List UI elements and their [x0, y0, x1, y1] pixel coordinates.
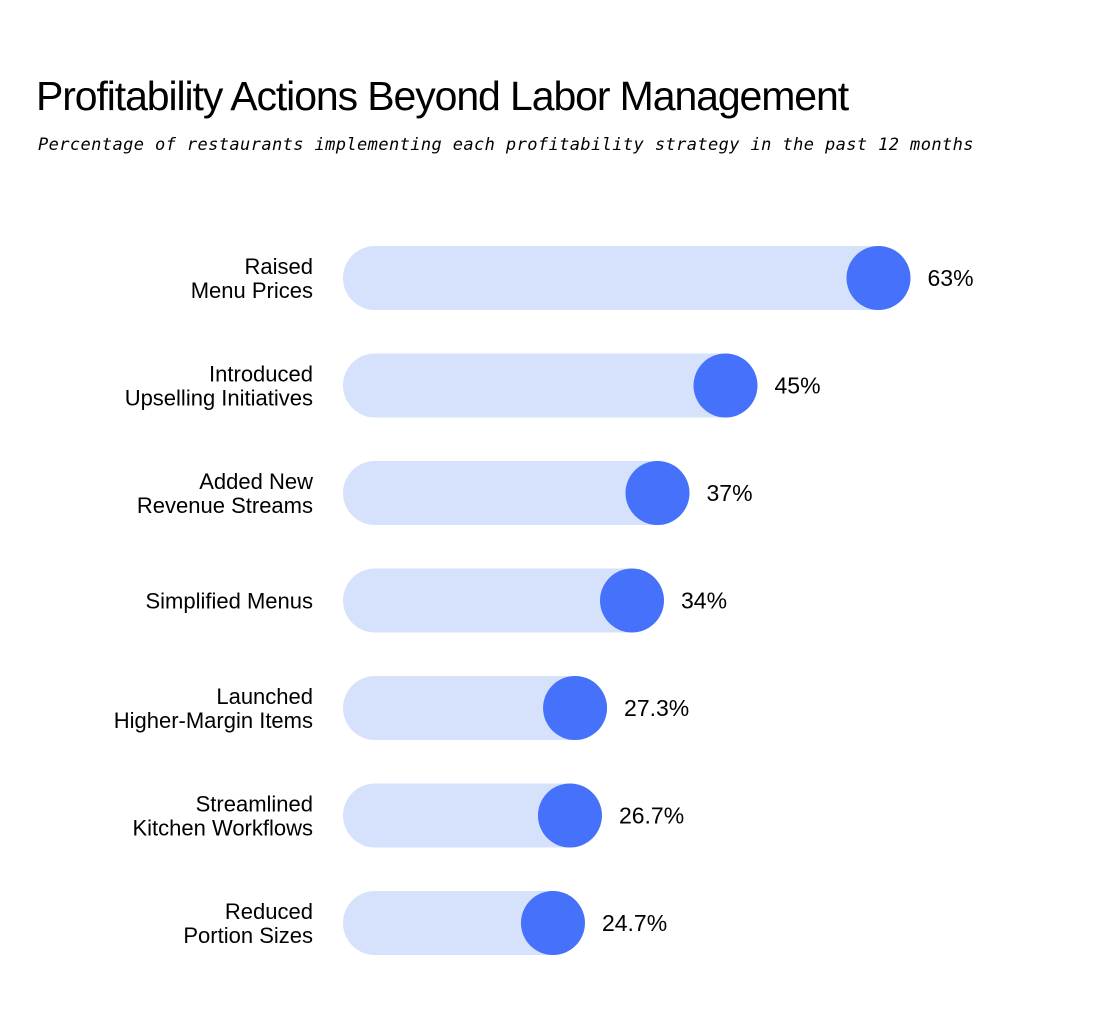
value-label: 27.3% — [624, 695, 689, 721]
category-label-line: Revenue Streams — [137, 493, 313, 518]
bar-marker — [543, 676, 608, 740]
category-label: Simplified Menus — [145, 588, 313, 613]
bar-marker — [625, 461, 690, 525]
category-label-line: Raised — [245, 254, 313, 279]
category-label: Raised Menu Prices — [191, 254, 313, 303]
bar-marker — [693, 353, 758, 418]
bar-track — [343, 676, 608, 740]
bar-row: 26.7% Streamlined Kitchen Workflows — [132, 783, 684, 848]
bar-track — [343, 246, 911, 310]
category-label: Reduced Portion Sizes — [183, 899, 313, 948]
value-label: 34% — [681, 588, 727, 614]
category-label-line: Portion Sizes — [183, 923, 313, 948]
value-label: 26.7% — [619, 803, 684, 829]
bar-marker — [520, 891, 585, 955]
category-label-line: Kitchen Workflows — [132, 815, 313, 840]
bar-row: 24.7% Reduced Portion Sizes — [183, 891, 667, 955]
category-label-line: Launched — [216, 684, 313, 709]
category-label-line: Menu Prices — [191, 278, 313, 303]
value-label: 37% — [707, 480, 753, 506]
category-label: Introduced Upselling Initiatives — [125, 361, 313, 410]
category-label-line: Streamlined — [196, 791, 313, 816]
category-label: Launched Higher-Margin Items — [114, 684, 313, 733]
bar-track — [343, 568, 664, 633]
chart-title: Profitability Actions Beyond Labor Manag… — [36, 73, 849, 119]
chart-subtitle: Percentage of restaurants implementing e… — [38, 135, 974, 155]
bar-track — [343, 461, 690, 525]
bar-marker — [846, 246, 911, 310]
bar-row: 34% Simplified Menus — [145, 568, 727, 633]
category-label-line: Simplified Menus — [145, 588, 313, 613]
category-label-line: Reduced — [225, 899, 313, 924]
bar-row: 27.3% Launched Higher-Margin Items — [114, 676, 689, 740]
value-label: 45% — [775, 373, 821, 399]
bar-track — [343, 783, 602, 848]
bar-row: 45% Introduced Upselling Initiatives — [125, 353, 821, 418]
category-label-line: Higher-Margin Items — [114, 708, 313, 733]
bar-marker — [537, 783, 602, 848]
bar-row: 63% Raised Menu Prices — [191, 246, 974, 310]
bar-track — [343, 891, 585, 955]
category-label-line: Added New — [199, 469, 313, 494]
bar-track — [343, 353, 758, 418]
bar-marker — [600, 568, 664, 633]
category-label: Added New Revenue Streams — [137, 469, 313, 518]
bar-row: 37% Added New Revenue Streams — [137, 461, 753, 525]
value-label: 24.7% — [602, 910, 667, 936]
category-label-line: Introduced — [209, 361, 313, 386]
value-label: 63% — [928, 265, 974, 291]
category-label-line: Upselling Initiatives — [125, 385, 313, 410]
category-label: Streamlined Kitchen Workflows — [132, 791, 313, 840]
